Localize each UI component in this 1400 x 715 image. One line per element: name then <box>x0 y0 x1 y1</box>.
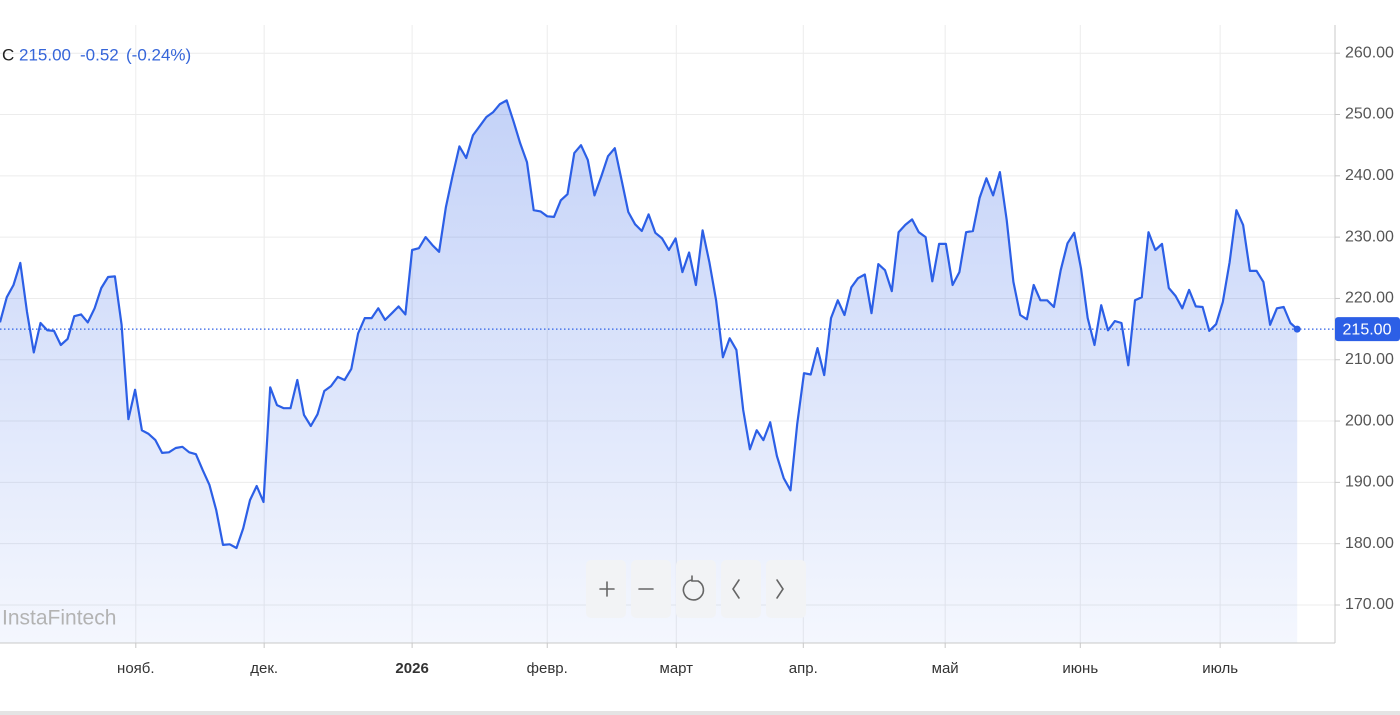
y-tick-label: 240.00 <box>1345 167 1394 184</box>
reset-icon <box>682 575 705 601</box>
y-tick-label: 170.00 <box>1345 596 1394 613</box>
plot <box>0 99 1335 643</box>
x-tick-label: июнь <box>1062 660 1098 677</box>
watermark: InstaFintech <box>2 607 116 630</box>
y-tick-label: 210.00 <box>1345 351 1394 368</box>
left-icon <box>732 579 740 599</box>
scroll-left-button[interactable] <box>721 560 761 618</box>
x-tick-label: март <box>660 660 694 677</box>
price: 215.00 <box>19 45 71 64</box>
area <box>0 100 1298 643</box>
x-tick-label: июль <box>1202 660 1238 677</box>
reset-button[interactable] <box>676 560 716 618</box>
zoom-controls <box>586 560 806 618</box>
x-tick-label: нояб. <box>117 660 155 677</box>
x-tick-label: 2026 <box>395 660 428 677</box>
x-tick-label: апр. <box>789 660 818 677</box>
y-tick-label: 230.00 <box>1345 228 1394 245</box>
y-tick-label: 190.00 <box>1345 474 1394 491</box>
change: -0.52 <box>80 45 119 64</box>
scroll-right-button[interactable] <box>766 560 806 618</box>
y-tick-label: 250.00 <box>1345 106 1394 123</box>
y-tick-label: 220.00 <box>1345 290 1394 307</box>
x-tick-label: май <box>932 660 959 677</box>
symbol: C <box>2 45 14 64</box>
y-tick-label: 200.00 <box>1345 412 1394 429</box>
change-percent: (-0.24%) <box>126 45 191 64</box>
x-tick-label: дек. <box>250 660 278 677</box>
x-tick-label: февр. <box>527 660 568 677</box>
y-tick-label: 260.00 <box>1345 44 1394 61</box>
last-price-label: 215.00 <box>1343 321 1392 338</box>
line <box>0 99 1298 550</box>
last-point <box>1293 325 1301 333</box>
y-tick-label: 180.00 <box>1345 535 1394 552</box>
plus-icon <box>599 581 615 597</box>
last-price-box <box>1335 317 1400 342</box>
bottom-bar <box>0 711 1400 715</box>
right-icon <box>776 579 784 599</box>
